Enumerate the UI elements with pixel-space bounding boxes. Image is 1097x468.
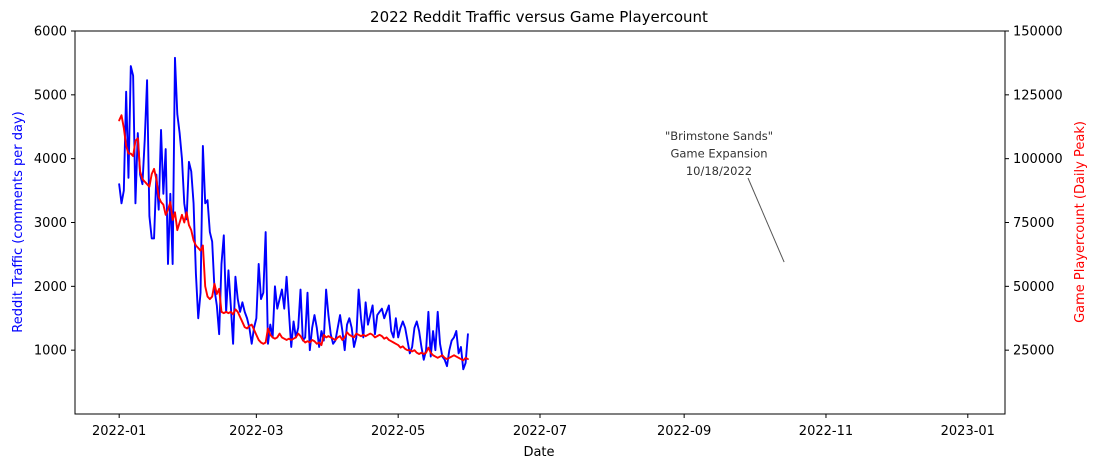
y-right-tick-label: 100000 bbox=[1013, 152, 1063, 167]
y-left-tick-label: 2000 bbox=[34, 280, 67, 295]
x-tick-label: 2022-07 bbox=[513, 424, 567, 439]
y-right-tick-label: 25000 bbox=[1013, 344, 1054, 359]
x-tick-label: 2022-03 bbox=[229, 424, 283, 439]
axes: 2022-01 2022-03 2022-05 2022-07 2022-09 2022-… bbox=[34, 25, 1063, 440]
annotation-text-line: "Brimstone Sands" bbox=[665, 129, 773, 143]
annotation-text-line: Game Expansion bbox=[670, 147, 767, 161]
annotation: "Brimstone Sands" Game Expansion 10/18/202… bbox=[665, 129, 785, 263]
y-left-tick-label: 3000 bbox=[34, 216, 67, 231]
y-axis-right-title: Game Playercount (Daily Peak) bbox=[1073, 121, 1088, 323]
x-tick-label: 2022-09 bbox=[657, 424, 711, 439]
x-tick-label: 2022-01 bbox=[92, 424, 146, 439]
y-left-tick-label: 6000 bbox=[34, 25, 67, 40]
y-left-tick-label: 4000 bbox=[34, 152, 67, 167]
y-left-tick-label: 1000 bbox=[34, 344, 67, 359]
y-right-tick-label: 150000 bbox=[1013, 25, 1063, 40]
y-right-tick-label: 125000 bbox=[1013, 88, 1063, 103]
series-line-reddit-traffic bbox=[118, 56, 469, 371]
annotation-text-line: 10/18/2022 bbox=[686, 164, 752, 178]
x-axis-title: Date bbox=[523, 445, 554, 460]
x-tick-label: 2022-05 bbox=[371, 424, 425, 439]
y-left-tick-label: 5000 bbox=[34, 88, 67, 103]
annotation-arrow bbox=[747, 177, 785, 263]
y-right-tick-label: 75000 bbox=[1013, 216, 1054, 231]
series-line-playercount bbox=[118, 114, 469, 362]
y-axis-left-title: Reddit Traffic (comments per day) bbox=[11, 111, 26, 332]
x-tick-label: 2023-01 bbox=[941, 424, 995, 439]
chart-title: 2022 Reddit Traffic versus Game Playerco… bbox=[370, 8, 708, 26]
x-tick-label: 2022-11 bbox=[799, 424, 853, 439]
plot-area bbox=[118, 56, 469, 371]
y-right-tick-label: 50000 bbox=[1013, 280, 1054, 295]
